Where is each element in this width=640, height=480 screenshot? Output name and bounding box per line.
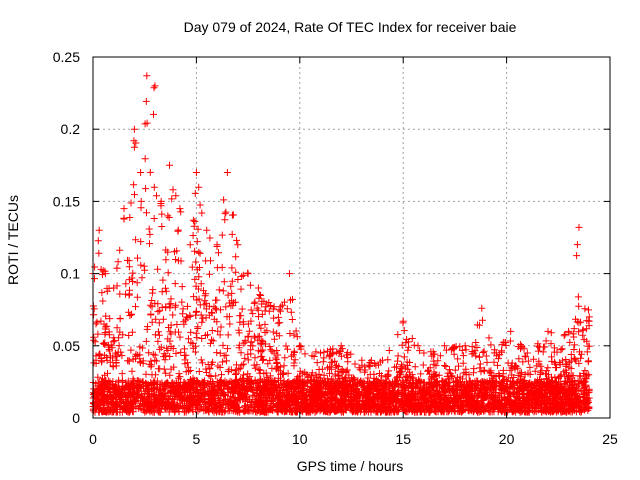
chart-title: Day 079 of 2024, Rate Of TEC Index for r… (184, 19, 517, 35)
x-tick-label: 0 (89, 431, 97, 447)
y-axis-label: ROTI / TECUs (5, 195, 21, 285)
y-tick-label: 0.25 (53, 49, 80, 65)
plot-frame (92, 56, 611, 419)
y-tick-label: 0.1 (61, 266, 81, 282)
x-tick-label: 25 (602, 431, 618, 447)
y-tick-label: 0.2 (61, 121, 81, 137)
x-tick-label: 15 (395, 431, 411, 447)
x-axis-label: GPS time / hours (297, 458, 404, 474)
ticks-layer: 0 5 10 15 20 25 0 0.05 0.1 0.15 0.2 0.25 (53, 49, 618, 447)
y-tick-label: 0.15 (53, 193, 80, 209)
x-tick-label: 20 (499, 431, 515, 447)
y-tick-label: 0.05 (53, 338, 80, 354)
roti-data-points (89, 72, 593, 416)
x-tick-label: 5 (193, 431, 201, 447)
y-tick-label: 0 (72, 410, 80, 426)
x-tick-label: 10 (292, 431, 308, 447)
points-layer (89, 72, 593, 416)
